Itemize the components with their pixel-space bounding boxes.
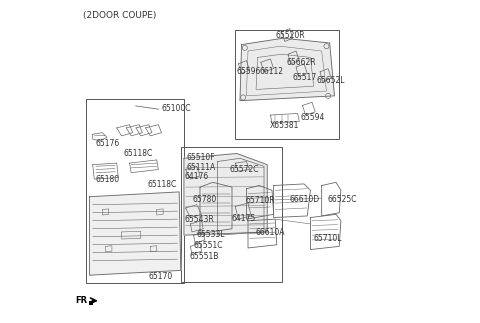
Text: 65594: 65594	[301, 113, 325, 122]
Text: 65111A: 65111A	[187, 163, 216, 172]
Polygon shape	[89, 192, 181, 275]
Text: 66610A: 66610A	[255, 228, 285, 237]
Text: 65780: 65780	[193, 195, 217, 204]
Text: 65662R: 65662R	[287, 58, 316, 68]
Text: 65572C: 65572C	[230, 165, 259, 174]
Text: 65652L: 65652L	[316, 76, 345, 85]
Text: 65710R: 65710R	[246, 196, 276, 205]
Bar	[86, 99, 184, 283]
Bar	[89, 301, 93, 305]
Text: (2DOOR COUPE): (2DOOR COUPE)	[83, 11, 156, 20]
Text: 65551C: 65551C	[194, 241, 223, 250]
Text: 66112: 66112	[260, 67, 284, 76]
Text: 65118C: 65118C	[147, 180, 176, 189]
Text: FR: FR	[75, 296, 87, 305]
Text: 65510F: 65510F	[186, 153, 215, 162]
Text: 65100C: 65100C	[162, 104, 191, 113]
Text: 65710L: 65710L	[313, 234, 341, 244]
Text: X65381: X65381	[270, 121, 299, 130]
Text: 65596: 65596	[236, 67, 261, 76]
Bar	[181, 147, 282, 282]
Text: 65551B: 65551B	[190, 253, 219, 261]
Text: 64175: 64175	[231, 214, 255, 223]
Polygon shape	[240, 38, 335, 101]
Text: 65118C: 65118C	[123, 149, 152, 158]
Polygon shape	[184, 153, 267, 235]
Text: 65176: 65176	[95, 140, 120, 148]
Text: 65543R: 65543R	[185, 215, 215, 224]
Text: 65170: 65170	[149, 272, 173, 281]
Text: 65517: 65517	[293, 73, 317, 82]
Text: 64176: 64176	[184, 172, 208, 182]
Bar	[235, 30, 339, 139]
Text: 65520R: 65520R	[276, 31, 305, 40]
Text: 66610D: 66610D	[289, 195, 320, 204]
Text: 66525C: 66525C	[327, 195, 357, 204]
Text: 65533L: 65533L	[196, 230, 225, 239]
Text: 65180: 65180	[95, 175, 120, 183]
